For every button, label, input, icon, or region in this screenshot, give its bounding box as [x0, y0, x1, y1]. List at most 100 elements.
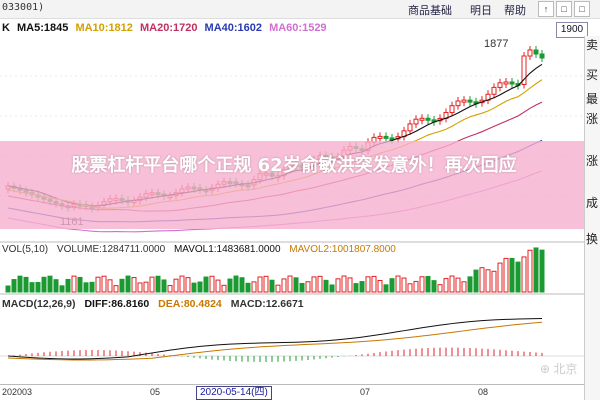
- volume-bar-19: [119, 278, 125, 293]
- volume-bar-66: [401, 277, 407, 293]
- restore-button[interactable]: □: [556, 1, 572, 17]
- volume-bar-71: [431, 280, 437, 293]
- macd-label: MACD(12,26,9): [2, 298, 76, 310]
- sidebar-label-buy: 买: [586, 68, 599, 82]
- volume-bar-48: [293, 277, 299, 293]
- volume-bar-32: [197, 281, 203, 293]
- watermark: ⊕ 北京: [540, 362, 578, 376]
- volume-bar-44: [269, 279, 275, 293]
- high-price-label: 1877: [484, 38, 509, 50]
- volume-bar-47: [287, 275, 293, 293]
- volume-bar-16: [101, 275, 107, 293]
- volume-bar-30: [185, 277, 191, 293]
- candle-body-68: [413, 118, 419, 125]
- volume-bar-21: [131, 277, 137, 293]
- sidebar-label-rise: 涨: [586, 112, 599, 126]
- candle-body-70: [425, 117, 431, 121]
- candle-body-76: [461, 99, 467, 103]
- volume-bar-13: [83, 282, 89, 293]
- volume-bar-50: [305, 281, 311, 293]
- menu-tab-help[interactable]: 帮助: [504, 5, 526, 17]
- volume-bar-1: [11, 279, 17, 293]
- mavol2-value: MAVOL2:1001807.8000: [289, 244, 396, 255]
- volume-bar-52: [317, 275, 323, 293]
- volume-bar-58: [353, 283, 359, 293]
- volume-bar-4: [29, 282, 35, 293]
- volume-bar-5: [35, 281, 41, 293]
- volume-bar-42: [257, 276, 263, 293]
- axis-tick-08: 08: [478, 387, 489, 397]
- volume-bar-10: [65, 278, 71, 293]
- volume-legend: VOL(5,10) VOLUME:1284711.0000 MAVOL1:148…: [2, 244, 402, 255]
- volume-bar-37: [227, 278, 233, 293]
- volume-bar-12: [77, 276, 83, 293]
- volume-bar-15: [95, 276, 101, 293]
- ma20-label: MA20:1720: [139, 22, 198, 34]
- volume-bar-72: [437, 284, 443, 293]
- diff-line: [7, 317, 543, 360]
- volume-bar-69: [419, 276, 425, 293]
- volume-bar-22: [137, 282, 143, 293]
- volume-bar-60: [365, 276, 371, 293]
- volume-bar-59: [359, 281, 365, 293]
- volume-bar-34: [209, 275, 215, 293]
- volume-bar-11: [71, 275, 77, 293]
- candle-body-69: [419, 117, 425, 121]
- volume-bar-41: [251, 281, 257, 293]
- sidebar-label-volume: 成: [586, 196, 599, 210]
- volume-bar-67: [407, 283, 413, 293]
- volume-bar-56: [341, 275, 347, 293]
- volume-bar-88: [533, 247, 539, 293]
- ma-legend: K MA5:1845 MA10:1812 MA20:1720 MA40:1602…: [0, 22, 331, 38]
- menu-tab-goods[interactable]: 商品基础: [408, 5, 452, 17]
- stock-code: 033001): [2, 2, 45, 13]
- volume-bar-29: [179, 275, 185, 293]
- vol-label: VOL(5,10): [2, 244, 49, 255]
- sidebar-label-turnover: 换: [586, 232, 599, 246]
- candle-body-88: [533, 49, 539, 55]
- volume-bar-77: [467, 276, 473, 293]
- candle-body-77: [467, 99, 473, 103]
- candle-body-84: [509, 81, 515, 85]
- volume-bar-6: [41, 276, 47, 293]
- volume-bar-25: [155, 275, 161, 293]
- volume-bar-38: [233, 275, 239, 293]
- volume-bar-31: [191, 282, 197, 293]
- price-readout[interactable]: 1900: [556, 22, 588, 38]
- sidebar-label-sell: 卖: [586, 38, 599, 52]
- candle-body-87: [527, 49, 533, 57]
- volume-value: VOLUME:1284711.0000: [56, 244, 166, 255]
- mavol1-value: MAVOL1:1483681.0000: [173, 244, 281, 255]
- volume-bar-35: [215, 279, 221, 293]
- volume-bar-28: [173, 278, 179, 293]
- volume-bar-43: [263, 275, 269, 293]
- volume-bar-33: [203, 276, 209, 293]
- volume-bar-14: [89, 281, 95, 293]
- candle-body-62: [377, 135, 383, 139]
- menu-tab-tomorrow[interactable]: 明日: [470, 5, 492, 17]
- volume-bar-73: [443, 278, 449, 293]
- sidebar-label-rise-pct: 涨: [586, 154, 599, 168]
- candle-body-63: [383, 135, 389, 139]
- volume-bar-81: [491, 270, 497, 293]
- volume-bar-7: [47, 275, 53, 293]
- volume-bar-39: [239, 277, 245, 293]
- close-button[interactable]: □: [574, 1, 590, 17]
- volume-bar-68: [413, 280, 419, 293]
- ma5-label: MA5:1845: [17, 22, 69, 34]
- volume-bar-84: [509, 257, 515, 293]
- volume-bar-9: [59, 285, 65, 293]
- volume-bar-79: [479, 267, 485, 293]
- volume-bar-45: [275, 284, 281, 293]
- diff-value: DIFF:86.8160: [84, 298, 150, 310]
- volume-bar-62: [377, 280, 383, 293]
- minimize-button[interactable]: ↑: [538, 1, 554, 17]
- volume-bar-83: [503, 257, 509, 293]
- volume-bar-3: [23, 276, 29, 293]
- volume-bar-26: [161, 279, 167, 293]
- k-indicator: K: [2, 22, 10, 34]
- volume-bar-54: [329, 284, 335, 293]
- volume-bar-61: [371, 275, 377, 293]
- headline-text: 股票杠杆平台哪个正规 62岁俞敏洪突发意外！再次回应: [71, 155, 517, 176]
- volume-bar-74: [449, 275, 455, 293]
